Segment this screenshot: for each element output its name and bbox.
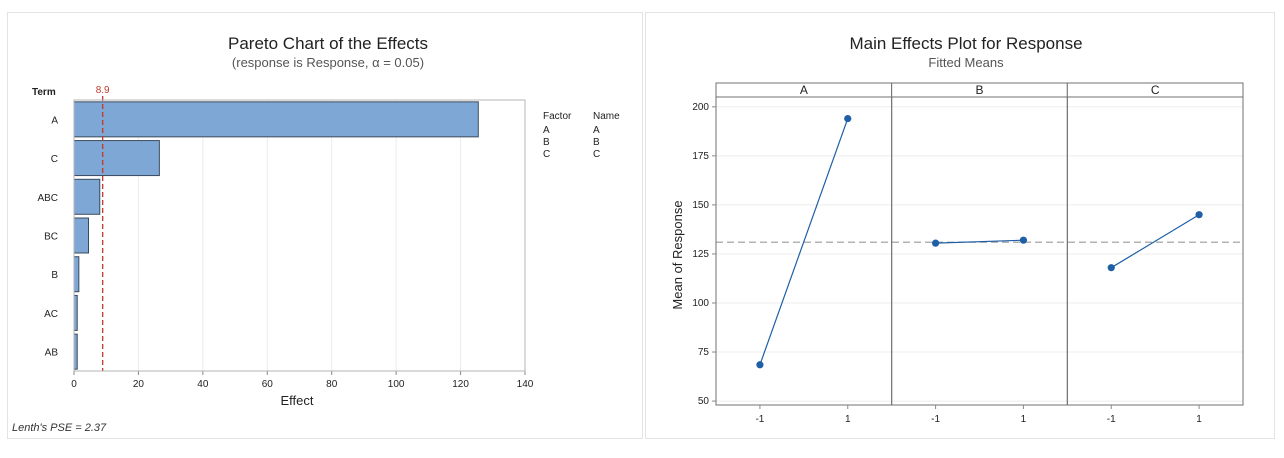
panel-b: B -1 1 — [891, 82, 1068, 425]
pareto-x-tick-label: 40 — [197, 379, 209, 390]
factor-table-cell: A — [593, 125, 600, 136]
pareto-x-ticks: 0 20 40 60 80 100 120 140 — [71, 371, 534, 390]
effect-line-b — [935, 239, 1024, 244]
factor-table-cell: A — [543, 125, 550, 136]
pareto-chart-panel: Pareto Chart of the Effects (response is… — [7, 12, 643, 439]
pareto-term-label-ab: AB — [45, 348, 59, 359]
pareto-term-label-c: C — [51, 154, 58, 165]
pareto-title: Pareto Chart of the Effects — [228, 34, 428, 53]
pareto-bar-bc — [73, 217, 89, 254]
pareto-bars — [73, 101, 479, 370]
factor-table-header: Factor — [543, 111, 572, 122]
panel-frame-c — [1066, 96, 1244, 406]
pareto-bar-c — [73, 140, 160, 177]
effect-point-a — [756, 361, 764, 369]
main-effects-y-tick-label: 150 — [692, 200, 709, 211]
main-effects-subtitle: Fitted Means — [928, 55, 1004, 70]
pareto-x-axis-label: Effect — [280, 393, 313, 408]
effect-point-b — [1019, 236, 1028, 244]
pareto-bar-b — [73, 256, 80, 293]
panel-frame-a — [715, 96, 893, 406]
pareto-x-tick-label: 0 — [71, 379, 77, 390]
effect-point-c — [1195, 211, 1203, 219]
reference-line-label: 8.9 — [96, 85, 110, 96]
pareto-x-tick-label: 80 — [326, 379, 338, 390]
main-effects-x-tick-label: 1 — [1021, 414, 1027, 425]
factor-table-cell: B — [543, 137, 550, 148]
effect-point-c — [1107, 264, 1115, 272]
factor-table-cell: B — [593, 137, 600, 148]
effect-point-a — [844, 114, 852, 123]
effect-line-c — [1110, 214, 1200, 269]
panel-frame-b — [891, 96, 1068, 406]
pareto-x-tick-label: 60 — [262, 379, 274, 390]
pareto-term-label-b: B — [51, 270, 58, 281]
pareto-term-label-bc: BC — [44, 232, 58, 243]
pareto-bar-a — [73, 101, 479, 138]
main-effects-x-tick-label: -1 — [931, 414, 940, 425]
effect-point-b — [931, 239, 940, 247]
main-effects-y-tick-label: 200 — [692, 102, 709, 113]
panel-c: C -1 1 — [1066, 82, 1244, 425]
pareto-x-tick-label: 120 — [452, 379, 469, 390]
main-effects-chart: Main Effects Plot for Response Fitted Me… — [670, 34, 1244, 425]
pareto-term-label-a: A — [51, 115, 58, 126]
main-effects-y-tick-label: 100 — [692, 298, 709, 309]
main-effects-grid — [716, 106, 1243, 402]
main-effects-y-tick-label: 50 — [698, 396, 710, 407]
panel-header-label-a: A — [800, 83, 808, 97]
pareto-plot-frame — [73, 99, 526, 372]
pareto-bar-abc — [73, 178, 101, 215]
main-effects-y-ticks: 50 75 100 125 150 175 200 — [692, 102, 716, 407]
pareto-subtitle: (response is Response, α = 0.05) — [232, 55, 424, 70]
main-effects-y-tick-label: 75 — [698, 347, 710, 358]
main-effects-x-tick-label: 1 — [1196, 414, 1202, 425]
pareto-x-tick-label: 100 — [388, 379, 405, 390]
pareto-term-label-ac: AC — [44, 309, 58, 320]
factor-table-header: Name — [593, 111, 620, 122]
main-effects-y-tick-label: 175 — [692, 151, 709, 162]
main-effects-x-tick-label: -1 — [755, 414, 764, 425]
panel-header-label-c: C — [1151, 83, 1160, 97]
pareto-term-label-abc: ABC — [37, 193, 58, 204]
pareto-chart: Pareto Chart of the Effects (response is… — [12, 34, 620, 434]
panel-header-label-b: B — [975, 83, 983, 97]
factor-table-cell: C — [543, 149, 550, 160]
pareto-reference-line: 8.9 — [96, 85, 110, 371]
main-effects-panels: A -1 1 B -1 1 C -1 1 — [715, 82, 1244, 425]
pareto-x-tick-label: 20 — [133, 379, 145, 390]
pareto-x-tick-label: 140 — [517, 379, 534, 390]
effect-line-a — [759, 118, 849, 365]
main-effects-title: Main Effects Plot for Response — [849, 34, 1082, 53]
main-effects-x-tick-label: 1 — [845, 414, 851, 425]
pareto-term-label: Term — [32, 87, 56, 98]
main-effects-panel: Main Effects Plot for Response Fitted Me… — [645, 12, 1275, 439]
main-effects-y-tick-label: 125 — [692, 249, 709, 260]
main-effects-y-axis-label: Mean of Response — [670, 200, 685, 309]
factor-table-cell: C — [593, 149, 600, 160]
main-effects-x-tick-label: -1 — [1107, 414, 1116, 425]
lenth-pse-footnote: Lenth's PSE = 2.37 — [12, 422, 107, 434]
